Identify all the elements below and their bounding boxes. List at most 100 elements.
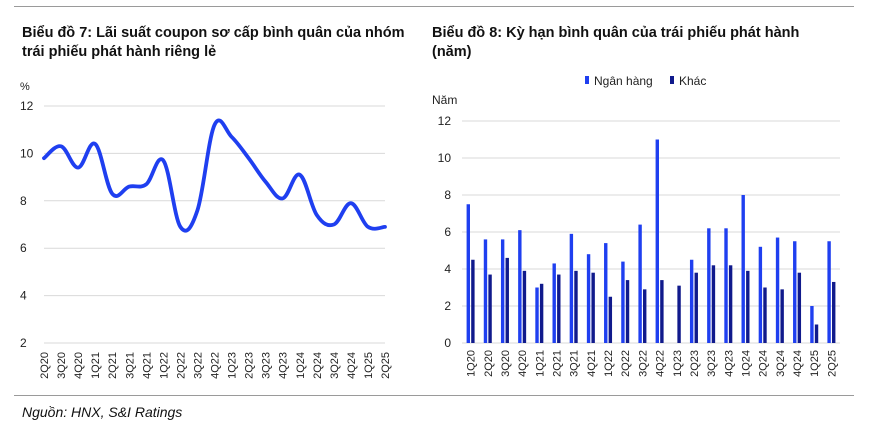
bar-ngan-hang xyxy=(604,243,608,343)
x-tick-label: 2Q22 xyxy=(620,350,632,377)
bar-khac xyxy=(660,280,664,343)
x-tick-label: 2Q24 xyxy=(312,352,324,379)
bar-ngan-hang xyxy=(500,239,505,343)
bar-ngan-hang xyxy=(535,287,539,343)
bar-ngan-hang xyxy=(621,261,625,343)
bar-khac xyxy=(643,289,647,343)
y-tick-label: 8 xyxy=(444,188,451,202)
x-tick-label: 1Q22 xyxy=(603,350,615,377)
bar-khac xyxy=(471,259,475,343)
x-tick-label: 2Q23 xyxy=(689,350,701,377)
legend-label: Khác xyxy=(679,74,706,88)
source-note: Nguồn: HNX, S&I Ratings xyxy=(22,404,183,420)
x-tick-label: 4Q20 xyxy=(517,350,529,377)
x-tick-label: 4Q23 xyxy=(723,350,735,377)
y-tick-label: 4 xyxy=(444,262,451,276)
bar-ngan-hang xyxy=(518,230,522,343)
bar-khac xyxy=(574,270,578,343)
bar-khac xyxy=(763,287,767,343)
bar-ngan-hang xyxy=(466,204,470,343)
x-tick-label: 3Q24 xyxy=(329,352,341,379)
x-tick-label: 1Q22 xyxy=(158,352,170,379)
bar-khac xyxy=(539,283,544,343)
x-tick-label: 1Q25 xyxy=(809,350,821,377)
x-tick-label: 1Q21 xyxy=(90,352,102,379)
x-tick-label: 3Q21 xyxy=(124,352,136,379)
bar-khac xyxy=(780,289,784,343)
bar-ngan-hang xyxy=(741,195,745,343)
bar-ngan-hang xyxy=(552,263,556,343)
issuance-tenor-bar-chart: 0 2 4 6 8 10 12 Năm Ngân hàng Khác 1Q20 2Q20 3Q20 4Q2… xyxy=(432,74,840,377)
bar-khac xyxy=(832,281,836,343)
top-divider xyxy=(14,6,854,7)
legend-swatch xyxy=(585,76,589,84)
bar-ngan-hang xyxy=(586,254,591,343)
y-tick-label: 10 xyxy=(438,151,452,165)
x-tick-label: 4Q21 xyxy=(586,350,598,377)
x-tick-label: 2Q20 xyxy=(39,352,51,379)
x-tick-label: 2Q23 xyxy=(244,352,256,379)
y-tick-label: 10 xyxy=(20,146,34,160)
x-tick-label: 1Q21 xyxy=(534,350,546,377)
x-tick-label: 3Q21 xyxy=(569,350,581,377)
bar-khac xyxy=(728,265,733,343)
bar-ngan-hang xyxy=(707,228,711,343)
bar-ngan-hang xyxy=(655,139,659,343)
x-tick-label: 4Q20 xyxy=(73,352,85,379)
y-tick-label: 2 xyxy=(20,336,27,350)
y-tick-label: 4 xyxy=(20,289,27,303)
bar-khac xyxy=(488,274,492,343)
chart-7-title: Biểu đồ 7: Lãi suất coupon sơ cấp bình q… xyxy=(22,25,405,60)
x-tick-label: 4Q22 xyxy=(210,352,222,379)
coupon-rate-line-chart: 2 4 6 8 10 12% 2Q20 3Q20 4Q20 1Q21 2Q21 3Q21 4Q21 1Q2… xyxy=(20,81,392,379)
x-tick-label: 4Q22 xyxy=(655,350,667,377)
x-tick-label: 3Q20 xyxy=(500,350,512,377)
coupon-rate-line xyxy=(42,118,387,233)
y-axis-unit: % xyxy=(20,81,30,93)
x-tick-label: 3Q22 xyxy=(192,352,204,379)
y-tick-label: 8 xyxy=(20,194,27,208)
bar-ngan-hang xyxy=(775,237,780,343)
bar-ngan-hang xyxy=(810,306,814,343)
x-tick-label: 3Q20 xyxy=(56,352,68,379)
bar-khac xyxy=(711,265,716,343)
bar-khac xyxy=(557,274,561,343)
x-tick-label: 3Q22 xyxy=(637,350,649,377)
x-tick-label: 1Q24 xyxy=(741,350,753,377)
bar-khac xyxy=(608,296,613,343)
bar-khac xyxy=(797,272,802,343)
bar-ngan-hang xyxy=(827,241,831,343)
y-axis-unit: Năm xyxy=(432,93,457,107)
x-tick-label: 2Q20 xyxy=(483,350,495,377)
y-tick-label: 6 xyxy=(444,225,451,239)
bar-ngan-hang xyxy=(758,246,763,343)
bar-khac xyxy=(591,272,595,343)
legend-label: Ngân hàng xyxy=(594,74,653,88)
x-tick-label: 1Q25 xyxy=(363,352,375,379)
x-tick-label: 4Q24 xyxy=(792,350,804,377)
bar-ngan-hang xyxy=(569,233,574,343)
bar-ngan-hang xyxy=(638,224,642,343)
chart-8-title: Biểu đồ 8: Kỳ hạn bình quân của trái phi… xyxy=(432,25,800,60)
y-tick-label: 2 xyxy=(444,299,451,313)
bar-khac xyxy=(694,272,698,343)
x-tick-label: 2Q24 xyxy=(758,350,770,377)
bottom-divider xyxy=(14,395,854,396)
bar-khac xyxy=(746,270,750,343)
x-tick-label: 2Q21 xyxy=(107,352,119,379)
x-tick-label: 3Q24 xyxy=(775,350,787,377)
bar-khac xyxy=(625,280,630,343)
x-tick-label: 3Q23 xyxy=(261,352,273,379)
x-tick-label: 2Q22 xyxy=(175,352,187,379)
bar-ngan-hang xyxy=(689,259,694,343)
y-tick-label: 6 xyxy=(20,241,27,255)
y-tick-label: 12 xyxy=(20,99,34,113)
x-tick-label: 1Q23 xyxy=(227,352,239,379)
x-tick-label: 2Q25 xyxy=(380,352,392,379)
x-tick-label: 4Q24 xyxy=(346,352,358,379)
x-tick-label: 3Q23 xyxy=(706,350,718,377)
x-tick-label: 4Q21 xyxy=(141,352,153,379)
bar-khac xyxy=(814,324,819,343)
legend-swatch xyxy=(670,76,674,84)
